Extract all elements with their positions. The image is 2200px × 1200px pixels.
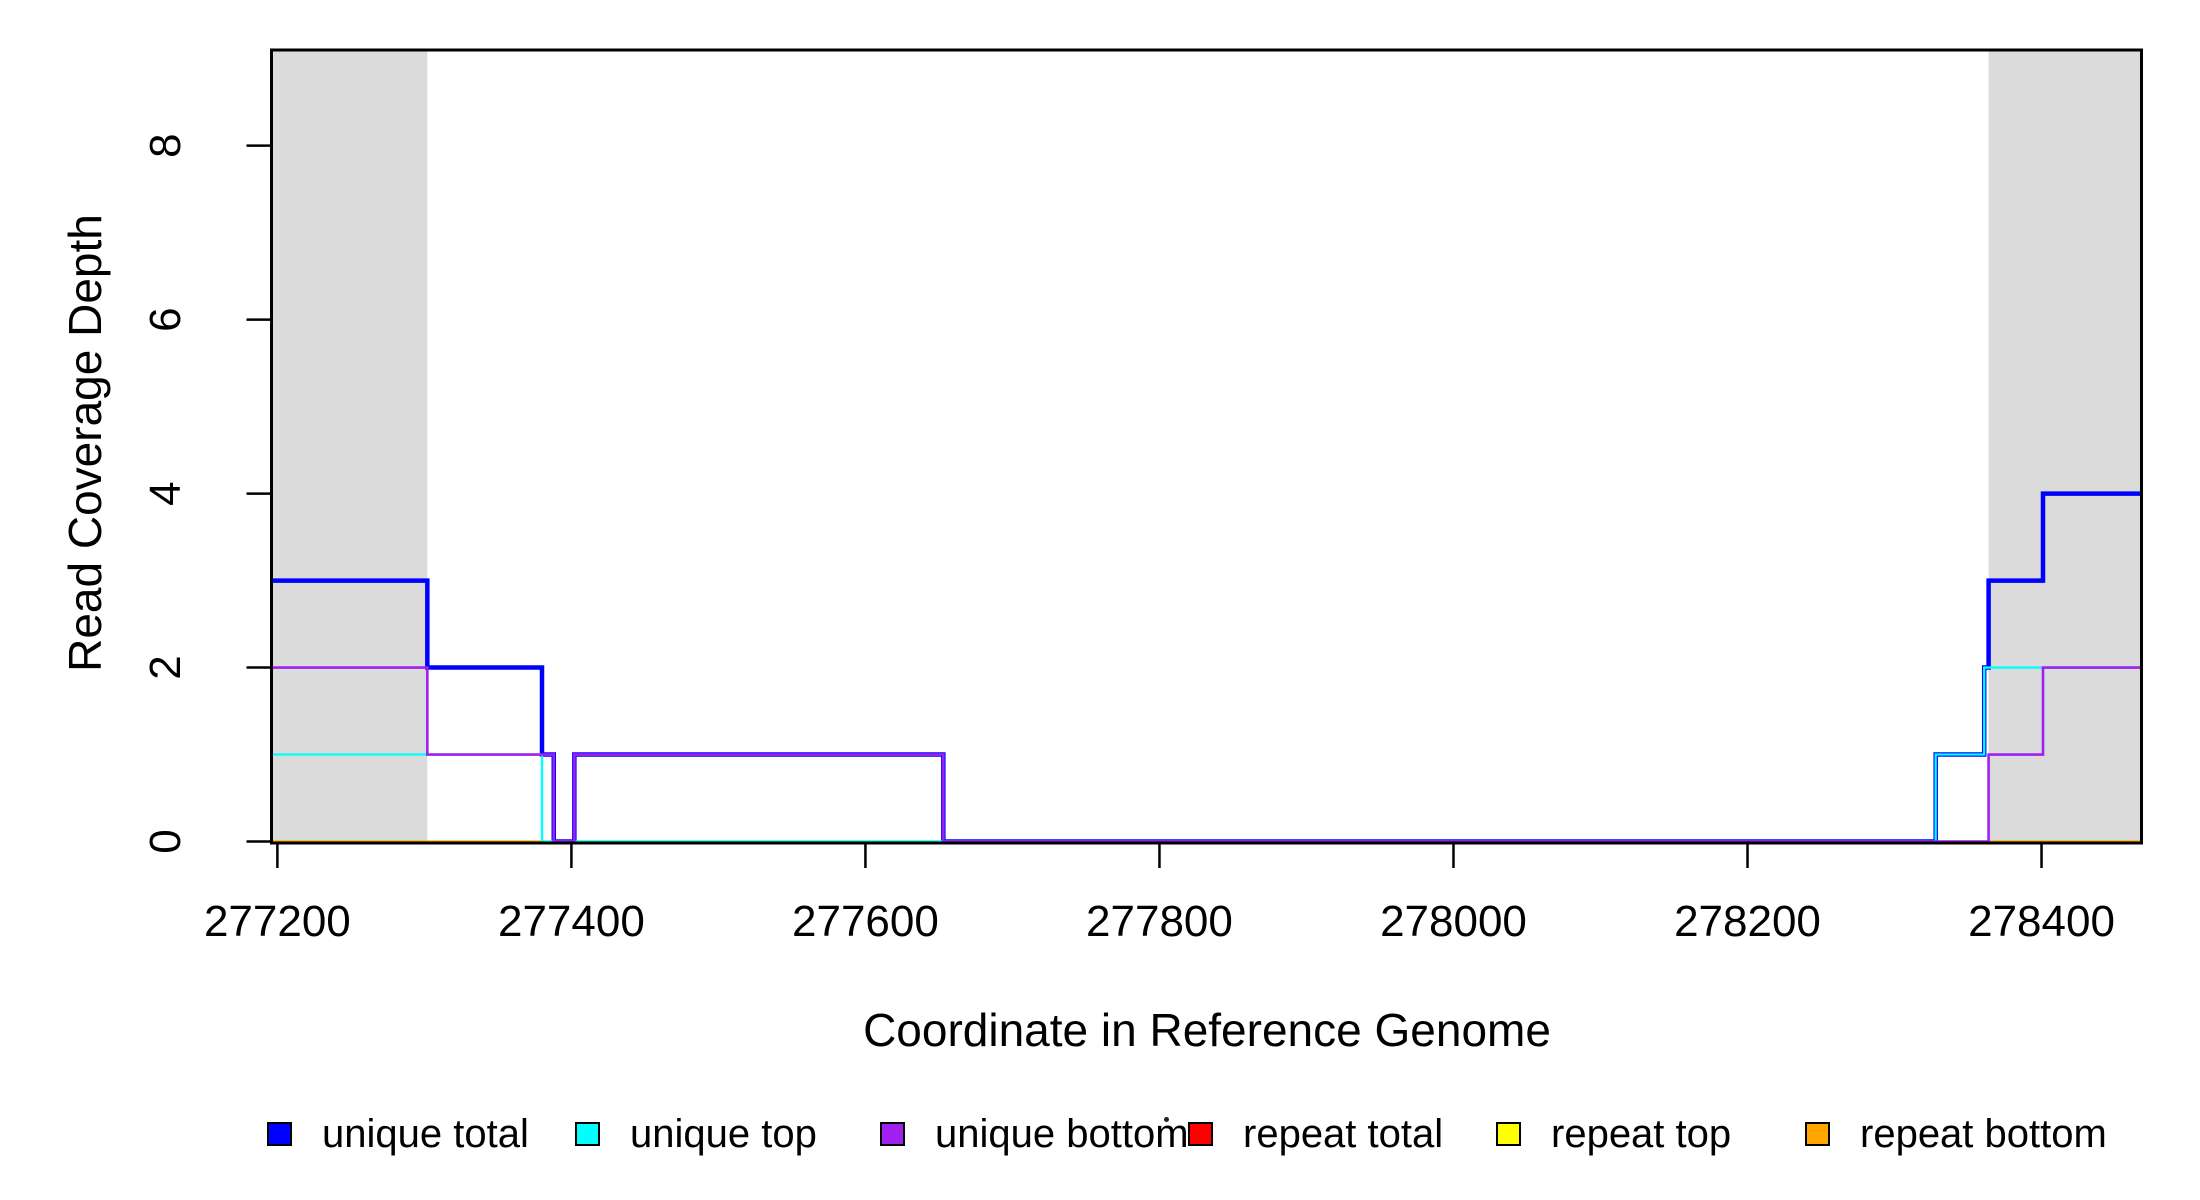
y-axis-title: Read Coverage Depth: [59, 214, 111, 672]
shaded-region-right: [1988, 50, 2142, 843]
plot-box: [270, 48, 2143, 845]
series-unique-top: [271, 666, 2142, 843]
y-tick-label: 8: [141, 133, 190, 157]
y-tick-label: 0: [141, 829, 190, 853]
x-axis-title: Coordinate in Reference Genome: [863, 1004, 1551, 1056]
x-tick-label: 277600: [792, 897, 939, 946]
x-tick-label: 278400: [1968, 897, 2115, 946]
y-tick-label: 2: [141, 655, 190, 679]
x-tick-label: 277400: [498, 897, 645, 946]
y-tick-label: 6: [141, 307, 190, 331]
series-unique-total: [271, 491, 2142, 844]
shaded-region-left: [271, 50, 428, 843]
series-unique-bottom: [271, 666, 2142, 843]
stray-point: [1164, 1117, 1169, 1122]
y-tick-label: 4: [141, 481, 190, 505]
x-tick-label: 277800: [1086, 897, 1233, 946]
x-tick-label: 277200: [204, 897, 351, 946]
x-tick-label: 278200: [1674, 897, 1821, 946]
x-tick-label: 278000: [1380, 897, 1527, 946]
